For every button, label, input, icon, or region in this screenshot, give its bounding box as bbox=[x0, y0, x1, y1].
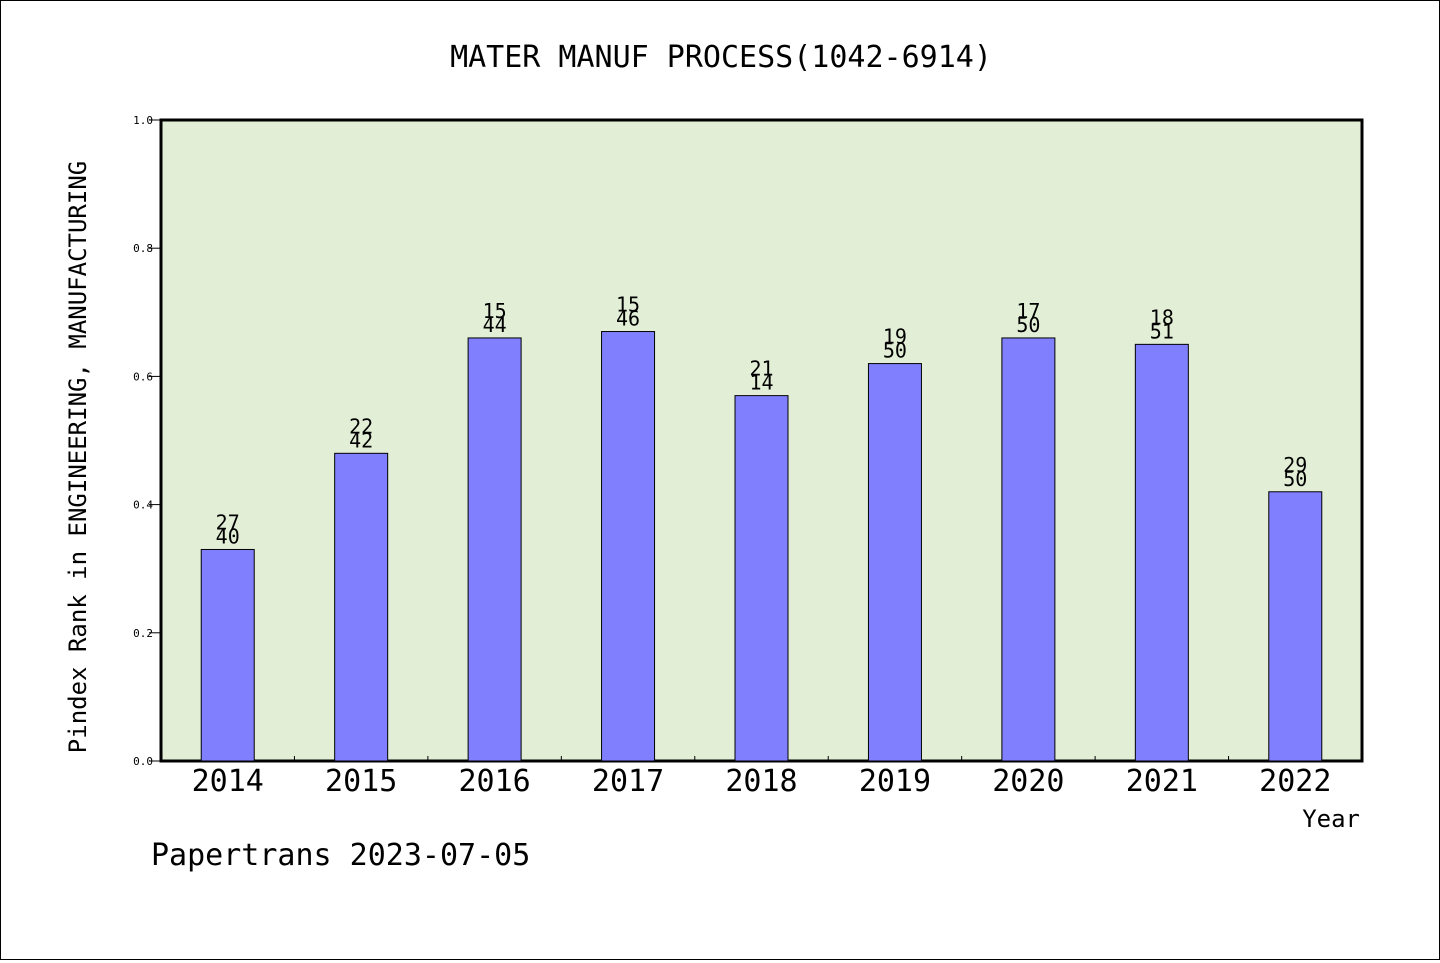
y-tick-label: 0.0 bbox=[133, 755, 153, 768]
x-tick-label: 2016 bbox=[458, 764, 530, 799]
source-footer: Papertrans 2023-07-05 bbox=[151, 838, 530, 873]
bar-2017 bbox=[601, 331, 656, 762]
bars bbox=[200, 331, 1323, 762]
y-tick-label: 0.2 bbox=[133, 627, 153, 640]
bar-2022 bbox=[1268, 491, 1323, 762]
y-tick-label: 0.8 bbox=[133, 242, 153, 255]
x-tick-label: 2018 bbox=[725, 764, 797, 799]
x-axis-ticks: 2014 2015 2016 2017 2018 2019 2020 2021 2022 bbox=[192, 756, 1331, 799]
bar-label-rank: 17 bbox=[1016, 299, 1040, 323]
bar-2018 bbox=[734, 395, 789, 762]
y-tick-label: 0.4 bbox=[133, 499, 153, 512]
y-axis-label: Pindex Rank in ENGINEERING, MANUFACTURIN… bbox=[64, 161, 92, 753]
bar-label-total: 46 bbox=[616, 307, 640, 331]
bar-2014 bbox=[200, 548, 255, 762]
bar-label-rank: 21 bbox=[749, 357, 773, 381]
bar-label-rank: 15 bbox=[483, 299, 507, 323]
x-tick-label: 2021 bbox=[1126, 764, 1198, 799]
bar-label-total: 14 bbox=[749, 371, 773, 395]
bar-label-rank: 18 bbox=[1150, 305, 1174, 329]
bar-label-total: 50 bbox=[1016, 313, 1040, 337]
bar-2015 bbox=[334, 452, 389, 762]
bar-2020 bbox=[1001, 337, 1056, 762]
y-tick-label: 0.6 bbox=[133, 370, 153, 383]
x-tick-label: 2020 bbox=[992, 764, 1064, 799]
bar-label-total: 42 bbox=[349, 428, 373, 452]
bar-label-rank: 22 bbox=[349, 414, 373, 438]
bar-2019 bbox=[867, 363, 922, 762]
bar-label-rank: 29 bbox=[1283, 453, 1307, 477]
x-tick-label: 2022 bbox=[1259, 764, 1331, 799]
x-axis-label: Year bbox=[1302, 805, 1360, 833]
x-tick-label: 2014 bbox=[192, 764, 264, 799]
bar-label-total: 50 bbox=[883, 339, 907, 363]
bar-label-rank: 19 bbox=[883, 325, 907, 349]
bar-2016 bbox=[467, 337, 522, 762]
x-tick-label: 2019 bbox=[859, 764, 931, 799]
chart-title: MATER MANUF PROCESS(1042-6914) bbox=[450, 40, 992, 75]
bar-label-total: 50 bbox=[1283, 467, 1307, 491]
y-axis-ticks: 0.0 0.2 0.4 0.6 0.8 1.0 bbox=[133, 114, 161, 768]
bar-label-total: 40 bbox=[216, 524, 240, 548]
bar-2021 bbox=[1134, 343, 1189, 762]
bar-label-rank: 27 bbox=[216, 510, 240, 534]
y-tick-label: 1.0 bbox=[133, 114, 153, 127]
bar-label-total: 51 bbox=[1150, 319, 1174, 343]
bar-label-total: 44 bbox=[483, 313, 507, 337]
x-tick-label: 2015 bbox=[325, 764, 397, 799]
bar-label-rank: 15 bbox=[616, 293, 640, 317]
x-tick-label: 2017 bbox=[592, 764, 664, 799]
